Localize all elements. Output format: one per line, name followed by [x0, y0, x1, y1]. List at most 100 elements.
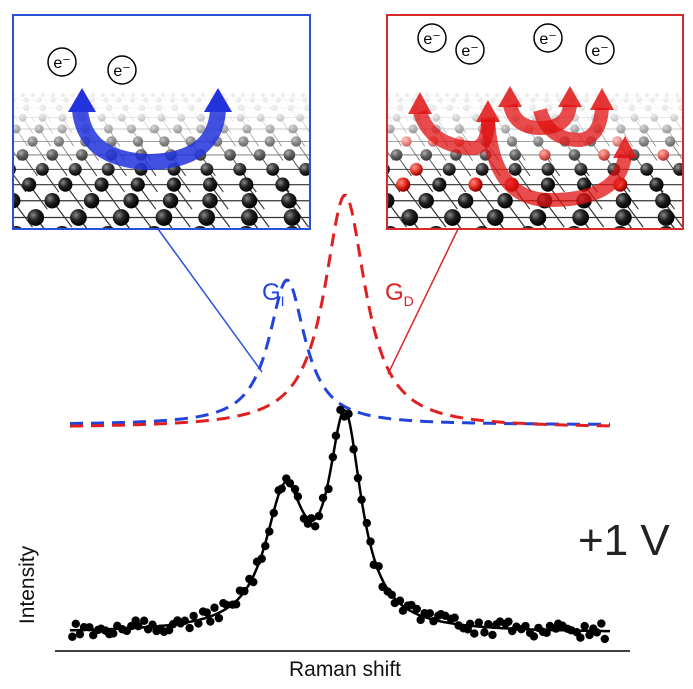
- atom: [0, 209, 1, 226]
- atom: [313, 149, 325, 161]
- bond: [0, 100, 6, 112]
- point: [68, 633, 76, 641]
- point: [185, 624, 193, 632]
- atom: [6, 105, 13, 112]
- bond: [324, 108, 332, 122]
- atom: [690, 97, 693, 102]
- bond: [16, 235, 39, 265]
- bond: [367, 129, 379, 146]
- gd-fit: [70, 195, 610, 426]
- atom: [312, 124, 321, 133]
- atom: [1, 136, 11, 146]
- atom: [687, 149, 693, 161]
- bond: [666, 235, 689, 265]
- peak-subscript: D: [404, 293, 414, 309]
- electron-label: e⁻: [591, 43, 608, 60]
- point: [597, 619, 605, 627]
- bond: [367, 155, 382, 176]
- bond: [0, 185, 11, 210]
- atom: [317, 136, 327, 146]
- atom: [0, 114, 7, 122]
- bond: [0, 129, 5, 146]
- point: [470, 629, 478, 637]
- bond: [3, 95, 8, 105]
- bond: [108, 235, 131, 265]
- point: [504, 617, 512, 625]
- peak-subscript: I: [281, 293, 285, 309]
- connector: [158, 229, 262, 372]
- bond: [367, 185, 385, 210]
- atom: [321, 93, 325, 97]
- point: [109, 629, 117, 637]
- peak-label: G: [262, 279, 281, 306]
- point: [311, 522, 319, 530]
- fit-curve: [70, 410, 610, 631]
- bond: [200, 235, 223, 265]
- point: [593, 628, 601, 636]
- point: [140, 617, 148, 625]
- haze: [13, 15, 310, 229]
- x-axis-label: Raman shift: [289, 658, 401, 681]
- bond: [367, 218, 388, 246]
- bond: [0, 155, 8, 176]
- bond: [0, 108, 1, 122]
- page: GI GD +1 V Raman shift Intensity e⁻e⁻e⁻e…: [0, 0, 693, 684]
- peak-label: G: [385, 279, 404, 306]
- atom: [0, 97, 2, 102]
- bond: [319, 185, 337, 210]
- atom: [364, 105, 371, 112]
- bond: [292, 235, 315, 265]
- atom: [359, 209, 376, 226]
- atom: [321, 105, 328, 112]
- y-axis-label: Intensity: [16, 545, 39, 624]
- atom: [686, 178, 693, 192]
- atom: [316, 114, 324, 122]
- point: [580, 622, 588, 630]
- gi-fit: [70, 280, 610, 424]
- bond: [528, 235, 551, 265]
- atom: [361, 149, 373, 161]
- atom: [365, 93, 369, 97]
- point: [530, 632, 538, 640]
- atom: [371, 97, 376, 102]
- bond: [318, 100, 325, 112]
- bond: [3, 118, 13, 133]
- bond: [319, 155, 334, 176]
- bond: [374, 100, 381, 112]
- bond: [316, 129, 328, 146]
- figure: GI GD +1 V Raman shift Intensity e⁻e⁻e⁻e…: [0, 0, 693, 684]
- voltage-label: +1 V: [578, 516, 670, 565]
- bond: [62, 235, 85, 265]
- bond: [377, 95, 382, 105]
- atom: [380, 105, 387, 112]
- point: [210, 604, 218, 612]
- point: [450, 613, 458, 621]
- atom: [321, 193, 336, 208]
- atom: [360, 178, 374, 192]
- bond: [246, 235, 269, 265]
- bond: [482, 235, 505, 265]
- atom: [312, 178, 326, 192]
- bond: [313, 95, 318, 105]
- atom: [1, 93, 5, 97]
- point: [601, 635, 609, 643]
- bond: [320, 118, 330, 133]
- bond: [367, 108, 375, 122]
- bond: [390, 235, 413, 265]
- bond: [620, 235, 643, 265]
- bond: [377, 118, 387, 133]
- gi-label: GI: [262, 279, 285, 309]
- electron-label: e⁻: [53, 55, 70, 72]
- bond: [323, 95, 328, 105]
- atom: [375, 136, 385, 146]
- atom: [685, 93, 689, 97]
- atom: [311, 93, 315, 97]
- atom: [375, 93, 379, 97]
- point: [576, 633, 584, 641]
- point: [189, 612, 197, 620]
- data-points: [68, 406, 609, 644]
- bond: [367, 95, 372, 105]
- bond: [323, 141, 336, 160]
- atom: [316, 97, 321, 102]
- electron-label: e⁻: [461, 43, 478, 60]
